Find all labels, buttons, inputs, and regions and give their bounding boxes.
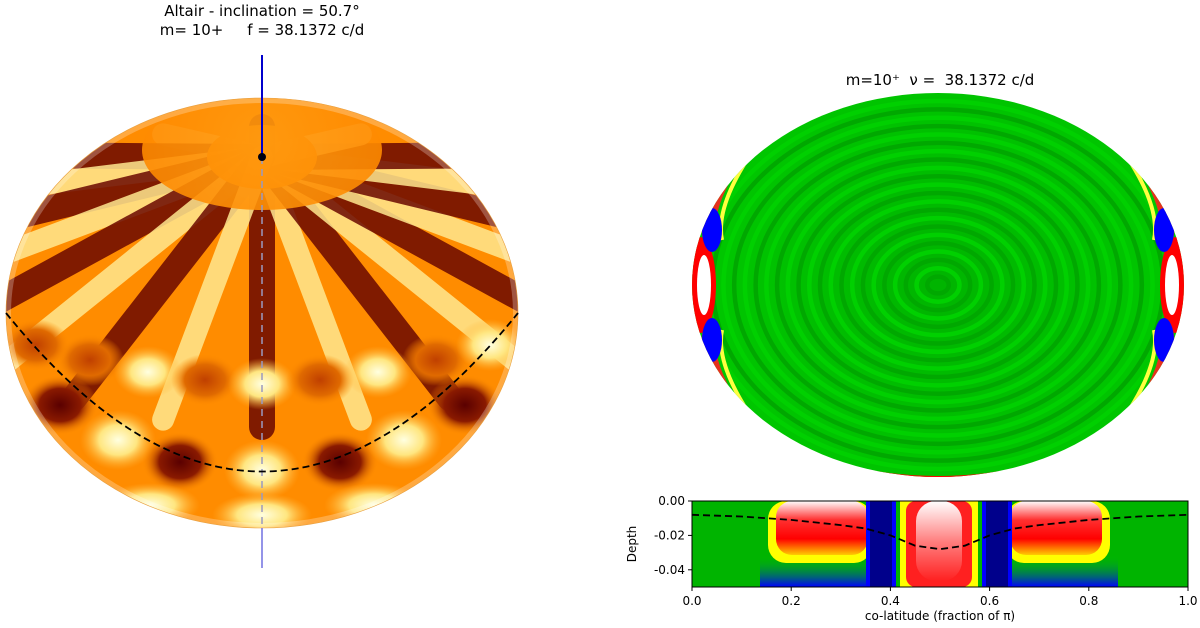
ring	[731, 123, 1145, 447]
y-tick-label: 0.00	[658, 494, 685, 508]
spot	[302, 432, 378, 492]
ring	[925, 274, 951, 296]
spot	[142, 432, 218, 492]
x-axis-ticks: 0.0 0.2 0.4 0.6 0.8 1.0	[682, 587, 1198, 608]
spot	[22, 375, 98, 435]
spot	[6, 319, 70, 371]
y-axis-label: Depth	[625, 526, 639, 563]
x-tick-label: 0.2	[782, 594, 801, 608]
spot	[56, 334, 124, 386]
x-tick-label: 1.0	[1178, 594, 1197, 608]
x-tick-label: 0.0	[682, 594, 701, 608]
meridional-map	[692, 93, 1184, 477]
x-tick-label: 0.8	[1079, 594, 1098, 608]
ring	[871, 232, 1005, 338]
y-axis-ticks: 0.00 -0.02 -0.04	[654, 494, 692, 577]
spot	[344, 346, 412, 398]
spot	[402, 334, 470, 386]
ring	[764, 148, 1112, 422]
ring	[785, 165, 1091, 405]
depth-dashed-curve	[691, 513, 1189, 551]
ring	[892, 249, 984, 321]
spot	[366, 410, 442, 470]
left-panel-title: Altair - inclination = 50.7° m= 10+ f = …	[112, 2, 412, 40]
ring	[914, 266, 962, 304]
spot	[80, 410, 156, 470]
ring	[753, 140, 1123, 430]
ring	[839, 207, 1037, 363]
depth-heatmap: 0.0 0.2 0.4 0.6 0.8 1.0 0.00 -0.02 -0.04 co-lat…	[625, 494, 1198, 623]
ring	[828, 199, 1048, 371]
ring	[903, 257, 973, 313]
spot	[114, 346, 182, 398]
left-title-line1: Altair - inclination = 50.7°	[164, 2, 360, 20]
y-tick-label: -0.04	[654, 563, 685, 577]
ring	[882, 240, 994, 330]
ring	[796, 174, 1080, 396]
spot	[228, 358, 296, 410]
left-title-line2: m= 10+ f = 38.1372 c/d	[159, 21, 365, 39]
y-tick-label: -0.02	[654, 528, 685, 542]
spot	[456, 319, 518, 371]
equatorial-spots	[6, 319, 518, 528]
ring	[742, 132, 1134, 438]
ring	[849, 215, 1027, 355]
x-axis-label: co-latitude (fraction of π)	[865, 609, 1015, 623]
star-surface	[5, 97, 519, 529]
pole-marker	[258, 153, 266, 161]
x-tick-label: 0.4	[881, 594, 900, 608]
ring	[807, 182, 1069, 388]
right-panel-title: m=10⁺ ν = 38.1372 c/d	[845, 71, 1035, 89]
x-tick-label: 0.6	[980, 594, 999, 608]
spot	[286, 354, 354, 406]
ring	[721, 115, 1155, 455]
equator-line	[5, 312, 519, 473]
ring	[860, 224, 1016, 346]
ring	[817, 190, 1059, 380]
spot	[171, 354, 239, 406]
ring	[774, 157, 1102, 413]
spot	[212, 493, 312, 528]
